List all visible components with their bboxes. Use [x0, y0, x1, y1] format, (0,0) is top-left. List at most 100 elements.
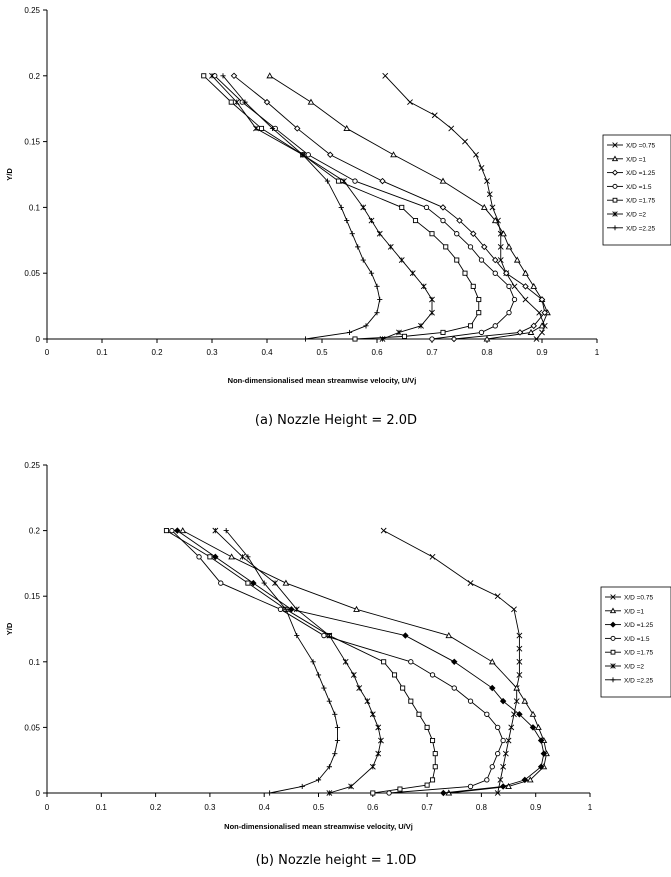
data-point [378, 737, 384, 744]
data-point [334, 724, 341, 730]
data-point [537, 763, 545, 770]
data-point [344, 217, 350, 224]
data-point [467, 698, 474, 704]
data-point [521, 697, 529, 704]
data-point [349, 231, 355, 237]
series-line [177, 530, 545, 794]
y-tick-label: 0.2 [29, 72, 41, 81]
data-point [233, 99, 240, 106]
legend-marker [609, 621, 617, 628]
data-point [505, 243, 513, 250]
data-point [324, 178, 331, 184]
data-point [364, 698, 371, 705]
data-point [370, 790, 376, 796]
data-point [494, 593, 501, 600]
legend-marker [612, 197, 618, 203]
data-point [212, 527, 219, 534]
data-point [538, 322, 546, 329]
data-point [521, 776, 529, 784]
series-7 [220, 73, 383, 342]
legend-label: X/D =2.25 [626, 225, 655, 232]
legend-label: X/D =2 [624, 664, 644, 671]
data-point [535, 723, 542, 730]
data-point [396, 329, 402, 336]
data-point [375, 750, 382, 757]
data-point [513, 684, 521, 691]
data-point [335, 178, 342, 184]
data-point [307, 98, 315, 105]
x-tick-label: 0.7 [422, 803, 434, 812]
data-point [537, 737, 545, 744]
data-point [511, 606, 517, 613]
data-point [480, 203, 488, 210]
data-point [505, 737, 512, 744]
data-point [473, 151, 479, 158]
legend-label: X/D =1.75 [626, 198, 655, 205]
y-tick-label: 0.05 [24, 723, 40, 732]
legend-box [602, 134, 671, 246]
data-point [390, 151, 397, 158]
data-point [418, 322, 424, 329]
y-axis-label: Y/D [5, 622, 14, 635]
data-point [513, 698, 520, 705]
legend-marker [610, 677, 616, 683]
data-point [484, 178, 490, 184]
data-point [529, 710, 537, 717]
data-point [497, 257, 504, 263]
data-point [218, 580, 224, 586]
data-point [334, 737, 341, 744]
y-tick-label: 0.2 [29, 527, 41, 536]
figure-caption: (b) Nozzle height = 1.0D [256, 853, 417, 868]
x-tick-label: 0.1 [96, 348, 108, 357]
data-point [470, 230, 477, 237]
data-point [382, 72, 389, 79]
legend-label: X/D =1 [624, 608, 644, 615]
series-line [182, 530, 548, 794]
data-point [209, 72, 215, 79]
data-point [429, 336, 435, 342]
data-point [500, 230, 507, 237]
legend-label: X/D =1.75 [624, 650, 653, 657]
data-point [451, 658, 458, 666]
data-point [440, 217, 446, 224]
series-1 [382, 72, 548, 342]
x-tick-label: 0.6 [371, 348, 383, 357]
data-point [511, 711, 517, 718]
legend-label: X/D =1.5 [626, 184, 652, 191]
data-point [409, 270, 416, 277]
data-point [511, 296, 518, 303]
data-point [539, 329, 545, 336]
data-point [250, 579, 257, 587]
data-point [353, 605, 360, 612]
data-point [508, 724, 515, 731]
series-line [225, 530, 338, 794]
data-point [201, 73, 207, 79]
data-point [368, 217, 375, 224]
data-point [540, 750, 548, 757]
data-point [470, 283, 476, 289]
data-point [484, 711, 490, 717]
data-point [476, 310, 482, 316]
legend-label: X/D =1.25 [626, 170, 655, 177]
data-point [375, 724, 382, 731]
series-5 [163, 528, 438, 796]
data-point [356, 685, 363, 691]
series-2 [179, 527, 550, 796]
data-point [499, 697, 507, 705]
data-point [387, 243, 394, 250]
data-point [497, 776, 504, 783]
figure-caption: (a) Nozzle Height = 2.0D [255, 413, 417, 428]
data-point [454, 257, 460, 263]
data-point [376, 230, 383, 237]
legend-marker [612, 225, 618, 231]
x-tick-label: 0.9 [530, 803, 542, 812]
y-tick-label: 0.05 [24, 269, 40, 278]
y-tick-label: 0.15 [24, 592, 40, 601]
data-point [230, 72, 238, 80]
data-point [483, 335, 491, 342]
x-tick-label: 1 [595, 348, 600, 357]
data-point [478, 165, 485, 171]
series-3 [230, 72, 548, 343]
data-point [443, 244, 449, 250]
